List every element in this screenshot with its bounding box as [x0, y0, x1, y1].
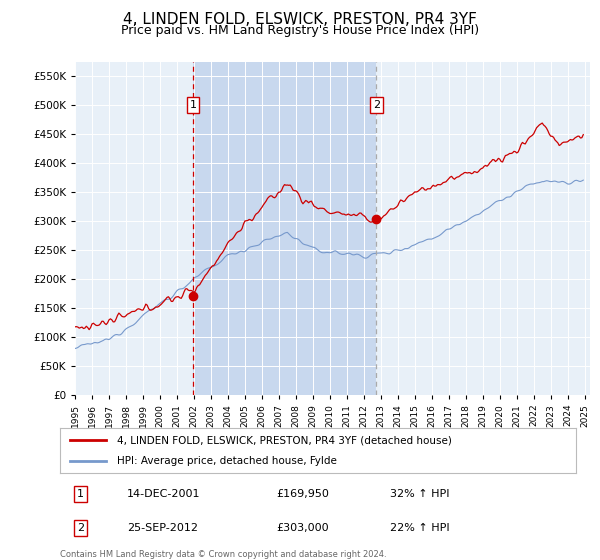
- Text: 14-DEC-2001: 14-DEC-2001: [127, 489, 200, 499]
- Text: 32% ↑ HPI: 32% ↑ HPI: [390, 489, 450, 499]
- Text: 25-SEP-2012: 25-SEP-2012: [127, 523, 198, 533]
- Text: 2: 2: [77, 523, 84, 533]
- Text: 4, LINDEN FOLD, ELSWICK, PRESTON, PR4 3YF (detached house): 4, LINDEN FOLD, ELSWICK, PRESTON, PR4 3Y…: [117, 436, 452, 446]
- Bar: [193, 62, 376, 395]
- Text: HPI: Average price, detached house, Fylde: HPI: Average price, detached house, Fyld…: [117, 456, 337, 466]
- Text: 1: 1: [77, 489, 84, 499]
- Text: 22% ↑ HPI: 22% ↑ HPI: [390, 523, 450, 533]
- Text: 2: 2: [373, 100, 380, 110]
- Text: Contains HM Land Registry data © Crown copyright and database right 2024.
This d: Contains HM Land Registry data © Crown c…: [60, 550, 386, 560]
- Text: Price paid vs. HM Land Registry's House Price Index (HPI): Price paid vs. HM Land Registry's House …: [121, 24, 479, 37]
- Text: £303,000: £303,000: [277, 523, 329, 533]
- Text: £169,950: £169,950: [277, 489, 329, 499]
- Text: 1: 1: [190, 100, 197, 110]
- Text: 4, LINDEN FOLD, ELSWICK, PRESTON, PR4 3YF: 4, LINDEN FOLD, ELSWICK, PRESTON, PR4 3Y…: [123, 12, 477, 27]
